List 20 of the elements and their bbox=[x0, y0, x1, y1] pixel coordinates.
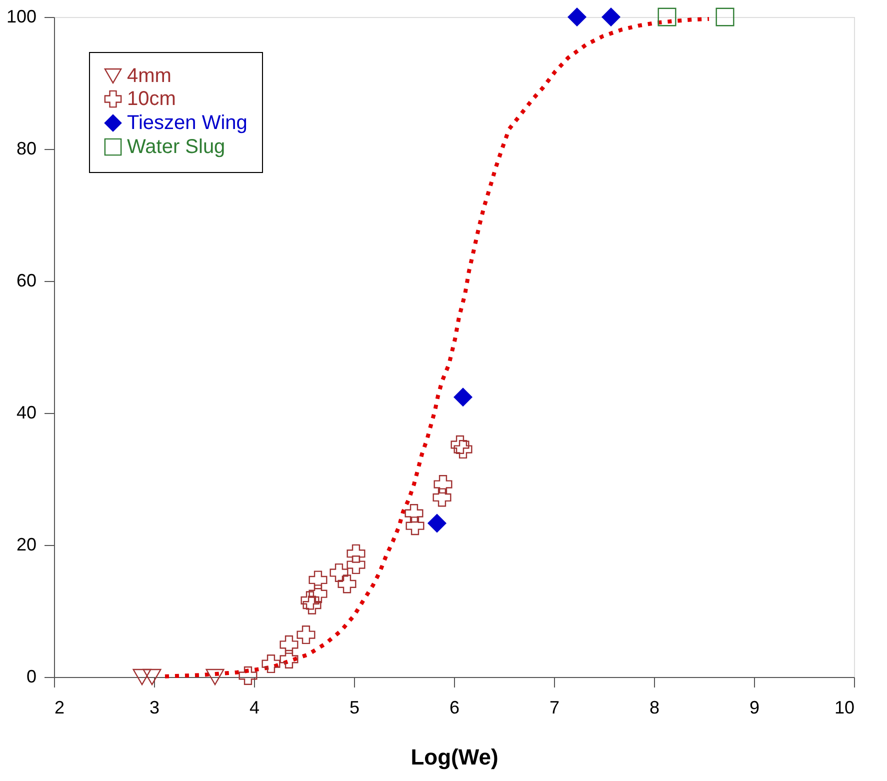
y-tick-label: 80 bbox=[16, 138, 36, 158]
y-tick-label: 100 bbox=[6, 6, 36, 26]
x-tick-label: 2 bbox=[54, 698, 65, 718]
y-tick-label: 60 bbox=[16, 270, 36, 290]
x-tick-label: 7 bbox=[549, 698, 560, 718]
y-tick-label: 20 bbox=[16, 534, 36, 554]
legend-label: Water Slug bbox=[127, 136, 226, 158]
legend-label: Tieszen Wing bbox=[127, 112, 248, 134]
x-tick-label: 5 bbox=[349, 698, 360, 718]
x-tick-label: 10 bbox=[834, 698, 854, 718]
x-tick-label: 6 bbox=[449, 698, 460, 718]
y-tick-label: 40 bbox=[16, 402, 36, 422]
y-tick-label: 0 bbox=[26, 666, 36, 686]
x-tick-label: 4 bbox=[249, 698, 260, 718]
x-tick-label: 9 bbox=[749, 698, 760, 718]
x-axis-title: Log(We) bbox=[410, 744, 498, 770]
x-tick-label: 8 bbox=[649, 698, 660, 718]
legend-label: 4mm bbox=[127, 65, 172, 87]
x-tick-label: 3 bbox=[149, 698, 160, 718]
legend-label: 10cm bbox=[127, 88, 176, 110]
